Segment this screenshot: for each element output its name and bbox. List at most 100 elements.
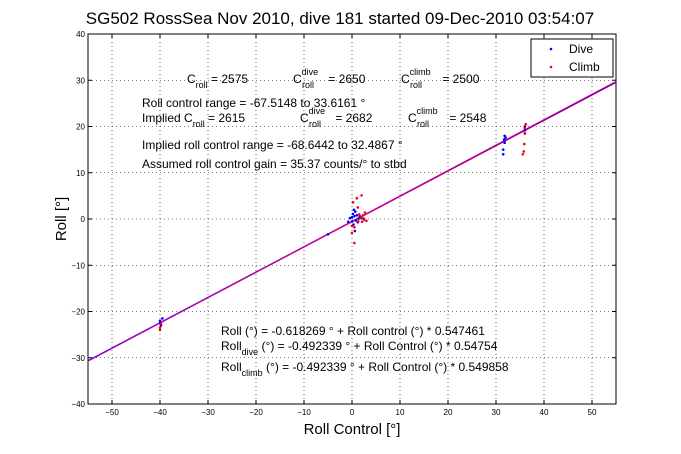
point-dive: [504, 136, 507, 139]
point-climb: [362, 217, 366, 220]
point-dive: [351, 212, 355, 216]
y-tick-label: −10: [71, 261, 85, 270]
c-climb-symbol: C: [401, 72, 410, 86]
implied-c-climb: Cclimb roll = 2548: [408, 106, 487, 129]
fit-all-equation: Roll (°) = -0.618269 ° + Roll control (°…: [221, 324, 485, 338]
x-tick-label: −20: [249, 408, 263, 417]
point-climb: [158, 326, 162, 329]
point-dive: [158, 319, 162, 323]
x-tick-label: −30: [201, 408, 215, 417]
point-climb: [355, 196, 359, 200]
fit-dive-rest: (°) = -0.492339 ° + Roll Control (°) * 0…: [258, 339, 498, 353]
c-dive-value: = 2650: [325, 72, 366, 86]
point-dive: [352, 208, 356, 212]
x-tick-label: 20: [444, 408, 453, 417]
point-climb: [522, 150, 526, 153]
c-dive-sup: dive: [302, 67, 319, 77]
implied-c-roll: Implied Croll = 2615: [142, 111, 245, 129]
legend-label-climb: Climb: [569, 60, 600, 74]
point-climb: [524, 122, 528, 126]
c-roll-symbol: C: [187, 72, 196, 86]
x-tick-label: 30: [492, 408, 501, 417]
point-dive: [502, 138, 506, 141]
c-climb-sub: roll: [410, 80, 422, 90]
fit-dive-prefix: Roll: [221, 339, 242, 353]
fit-climb-rest: (°) = -0.492339 ° + Roll Control (°) * 0…: [263, 360, 509, 374]
point-climb: [360, 220, 364, 224]
y-tick-label: −30: [71, 354, 85, 363]
point-dive: [354, 219, 358, 222]
c-dive-sub: roll: [302, 80, 314, 90]
c-climb-value: = 2500: [439, 72, 480, 86]
x-tick-label: −40: [153, 408, 167, 417]
implied-c-roll-sub: roll: [193, 119, 205, 129]
implied-c-dive-sup: dive: [309, 106, 326, 116]
implied-c-roll-prefix: Implied C: [142, 111, 193, 125]
x-tick-label: 0: [350, 408, 355, 417]
y-tick-label: −20: [71, 308, 85, 317]
legend-label-dive: Dive: [569, 42, 593, 56]
point-dive: [353, 214, 356, 218]
point-climb: [361, 214, 365, 217]
fit-dive-sub: dive: [242, 347, 259, 357]
x-tick-label: −50: [105, 408, 119, 417]
y-tick-label: 0: [81, 215, 86, 224]
point-dive: [503, 141, 506, 144]
implied-roll-control-range: Implied roll control range = -68.6442 to…: [142, 138, 403, 152]
point-climb: [353, 241, 356, 245]
fit-climb-sub: climb: [242, 368, 263, 378]
point-climb: [359, 216, 362, 219]
fit-climb-prefix: Roll: [221, 360, 242, 374]
legend-marker-climb: [549, 65, 553, 69]
point-climb: [356, 220, 360, 223]
grid: [88, 33, 616, 405]
legend-marker-dive: [549, 47, 553, 51]
implied-c-dive-sub: roll: [309, 119, 321, 129]
point-climb: [523, 126, 527, 130]
x-tick-label: −10: [297, 408, 311, 417]
implied-c-climb-sub: roll: [417, 119, 429, 129]
implied-c-dive-symbol: C: [300, 111, 309, 125]
y-tick-label: 20: [76, 123, 85, 132]
x-tick-label: 50: [588, 408, 597, 417]
chart-title: SG502 RossSea Nov 2010, dive 181 started…: [86, 9, 594, 28]
data-points: [158, 122, 528, 332]
y-tick-label: 10: [76, 169, 85, 178]
point-dive: [355, 214, 359, 217]
implied-c-dive-value: = 2682: [332, 111, 373, 125]
c-climb-annotation: Cclimb roll = 2500: [401, 67, 480, 90]
point-dive: [353, 229, 357, 233]
point-climb: [360, 194, 363, 197]
point-climb: [365, 219, 368, 223]
x-axis-label: Roll Control [°]: [304, 421, 401, 438]
x-tick-label: 10: [396, 408, 405, 417]
c-dive-annotation: Cdive roll = 2650: [293, 67, 366, 90]
point-climb: [523, 132, 527, 135]
implied-c-dive: Cdive roll = 2682: [300, 106, 373, 129]
axis-ticks: −50 −40 −30 −20 −10 0 10 20 30 40 50 −40 −30 −20 −10 0 1…: [71, 30, 616, 417]
assumed-gain: Assumed roll control gain = 35.37 counts…: [142, 157, 407, 171]
point-climb: [350, 231, 354, 235]
roll-control-range: Roll control range = -67.5148 to 33.6161…: [142, 96, 365, 110]
annotations: Croll = 2575 Cdive roll = 2650 Cclimb roll…: [142, 67, 509, 378]
c-climb-sup: climb: [410, 67, 431, 77]
point-dive: [501, 152, 505, 156]
point-dive: [159, 324, 163, 327]
legend: Dive Climb: [530, 38, 614, 78]
implied-c-roll-value: = 2615: [205, 111, 246, 125]
point-dive: [350, 220, 354, 223]
fit-climb-equation: Rollclimb (°) = -0.492339 ° + Roll Contr…: [221, 360, 509, 378]
point-climb: [363, 211, 367, 214]
implied-c-climb-symbol: C: [408, 111, 417, 125]
point-dive: [326, 232, 330, 236]
c-roll-annotation: Croll = 2575: [187, 72, 248, 90]
point-climb: [350, 224, 354, 228]
c-roll-value: = 2575: [208, 72, 249, 86]
point-climb: [158, 328, 162, 332]
point-dive: [523, 128, 527, 132]
point-dive: [161, 317, 164, 320]
point-climb: [521, 152, 525, 156]
point-dive: [350, 215, 354, 219]
y-tick-label: 30: [76, 76, 85, 85]
